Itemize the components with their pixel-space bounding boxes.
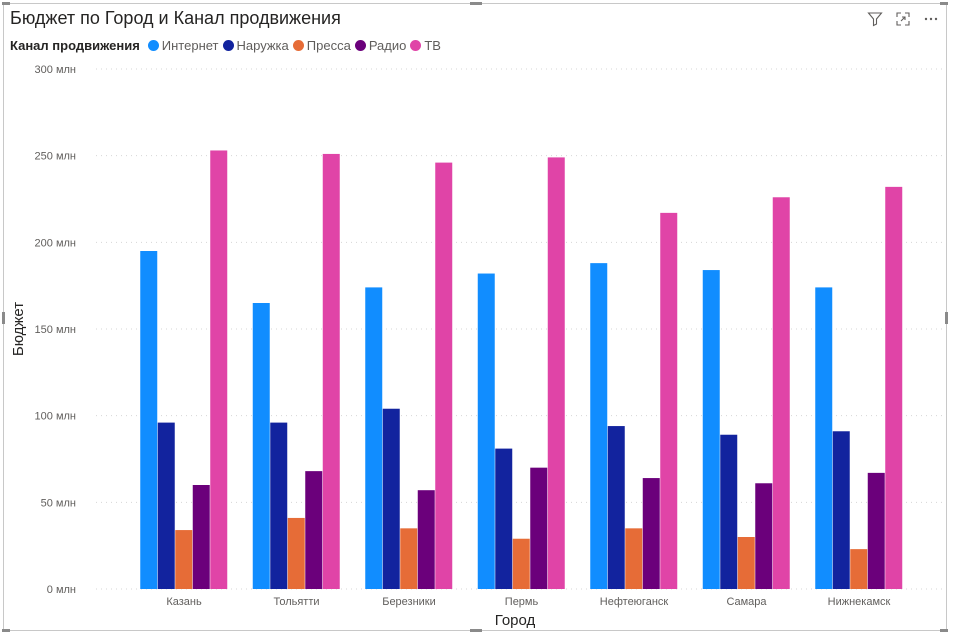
bar xyxy=(512,538,530,589)
resize-handle-corner-tr[interactable] xyxy=(940,2,948,5)
bar xyxy=(400,528,418,589)
bar xyxy=(287,517,305,589)
bar xyxy=(590,263,608,589)
focus-mode-icon[interactable] xyxy=(894,10,912,28)
y-tick-label: 250 млн xyxy=(35,151,76,163)
bar xyxy=(772,197,790,589)
bar xyxy=(140,251,158,589)
bar xyxy=(850,549,868,589)
legend-label: Наружка xyxy=(236,38,289,53)
x-tick-label: Нефтеюганск xyxy=(600,596,669,608)
y-tick-label: 200 млн xyxy=(35,237,76,249)
bar xyxy=(530,467,548,589)
legend-items: Интернет Наружка Пресса Радио ТВ xyxy=(147,38,445,53)
bar xyxy=(702,270,720,589)
resize-handle-top[interactable] xyxy=(470,2,482,5)
legend: Канал продвижения Интернет Наружка Пресса Р… xyxy=(10,38,445,53)
y-tick-label: 0 млн xyxy=(47,584,76,596)
bar xyxy=(192,485,210,589)
bar xyxy=(642,478,660,589)
legend-label: ТВ xyxy=(424,38,441,53)
legend-marker xyxy=(292,40,304,51)
legend-marker xyxy=(410,40,422,51)
resize-handle-corner-bl[interactable] xyxy=(2,629,10,632)
bar xyxy=(832,431,850,589)
x-tick-label: Тольятти xyxy=(273,596,319,608)
x-axis-title: Город xyxy=(495,612,536,629)
x-tick-label: Березники xyxy=(382,596,436,608)
legend-item[interactable]: ТВ xyxy=(410,38,441,53)
bar xyxy=(477,273,495,589)
bar xyxy=(382,408,400,589)
legend-label: Радио xyxy=(368,38,407,53)
x-tick-label: Самара xyxy=(726,596,767,608)
y-tick-label: 150 млн xyxy=(35,324,76,336)
legend-label: Пресса xyxy=(306,38,351,53)
bar xyxy=(607,426,625,589)
bar xyxy=(157,422,175,589)
y-tick-label: 100 млн xyxy=(35,411,76,423)
resize-handle-corner-tl[interactable] xyxy=(2,2,10,5)
bar xyxy=(435,162,453,589)
bar xyxy=(210,150,228,589)
legend-item[interactable]: Пресса xyxy=(292,38,351,53)
legend-marker xyxy=(147,40,159,51)
legend-marker xyxy=(354,40,366,51)
visual-header-icons xyxy=(866,10,940,28)
bar xyxy=(625,528,643,589)
bar xyxy=(417,490,435,589)
more-options-icon[interactable] xyxy=(922,10,940,28)
x-tick-label: Пермь xyxy=(505,596,539,608)
y-axis-title: Бюджет xyxy=(10,302,27,356)
legend-title: Канал продвижения xyxy=(10,38,140,53)
bar xyxy=(322,153,340,589)
legend-item[interactable]: Интернет xyxy=(147,38,219,53)
resize-handle-left[interactable] xyxy=(2,312,5,324)
bar xyxy=(547,157,565,589)
x-tick-label: Нижнекамск xyxy=(828,596,891,608)
resize-handle-corner-br[interactable] xyxy=(940,629,948,632)
bar xyxy=(815,287,833,589)
filter-icon[interactable] xyxy=(866,10,884,28)
bar xyxy=(252,303,270,589)
legend-label: Интернет xyxy=(161,38,219,53)
bar xyxy=(885,186,903,589)
y-tick-label: 50 млн xyxy=(41,497,76,509)
x-tick-label: Казань xyxy=(166,596,202,608)
resize-handle-right[interactable] xyxy=(945,312,948,324)
bar xyxy=(755,483,773,589)
bar xyxy=(867,472,885,589)
bar xyxy=(495,448,513,589)
y-tick-label: 300 млн xyxy=(35,64,76,76)
bar xyxy=(660,212,678,589)
bar xyxy=(270,422,288,589)
bar xyxy=(305,471,323,589)
legend-marker xyxy=(222,40,234,51)
legend-item[interactable]: Радио xyxy=(354,38,407,53)
legend-item[interactable]: Наружка xyxy=(222,38,289,53)
bar xyxy=(175,530,193,589)
bar xyxy=(720,434,738,589)
resize-handle-bottom[interactable] xyxy=(470,629,482,632)
bar xyxy=(365,287,383,589)
bar xyxy=(737,537,755,589)
chart-title: Бюджет по Город и Канал продвижения xyxy=(10,8,341,28)
